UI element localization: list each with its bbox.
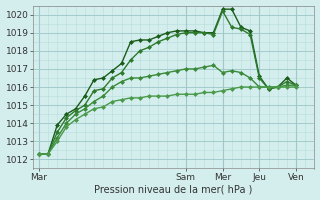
X-axis label: Pression niveau de la mer( hPa ): Pression niveau de la mer( hPa ) (94, 184, 253, 194)
